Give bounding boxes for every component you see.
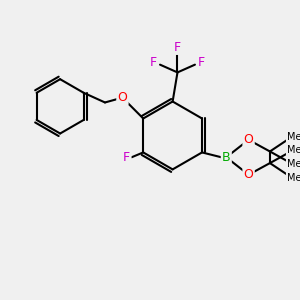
Text: O: O bbox=[244, 168, 254, 181]
Text: Me: Me bbox=[287, 146, 300, 155]
Text: F: F bbox=[198, 56, 205, 69]
Text: F: F bbox=[174, 41, 181, 54]
Text: O: O bbox=[244, 133, 254, 146]
Text: Me: Me bbox=[287, 159, 300, 169]
Text: O: O bbox=[118, 91, 128, 104]
Text: F: F bbox=[123, 151, 130, 164]
Text: Me: Me bbox=[287, 172, 300, 183]
Text: F: F bbox=[150, 56, 157, 69]
Text: Me: Me bbox=[287, 132, 300, 142]
Text: B: B bbox=[222, 151, 231, 164]
